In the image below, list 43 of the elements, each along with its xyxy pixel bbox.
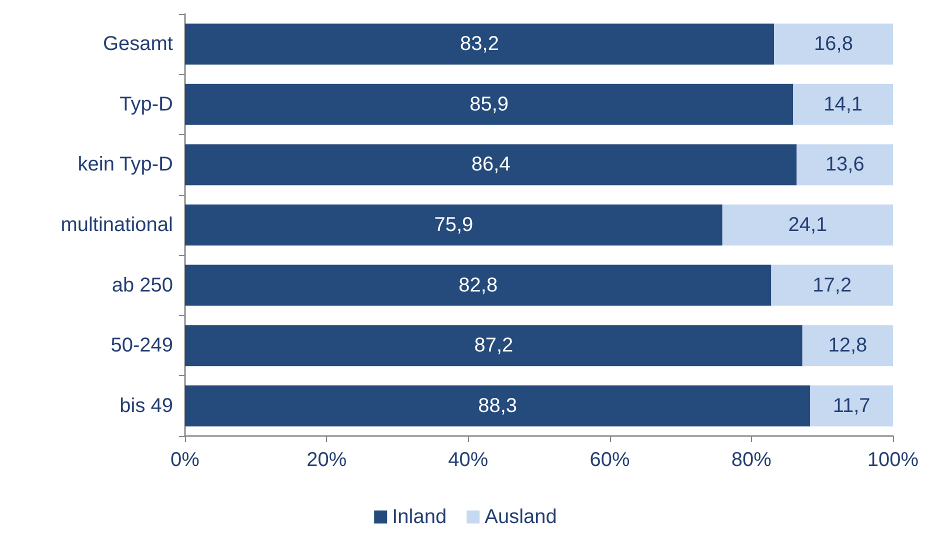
legend-label: Inland	[392, 506, 447, 528]
bar	[185, 144, 797, 186]
data-label: 17,2	[812, 274, 852, 296]
bar	[185, 204, 722, 246]
y-tick-label: 50-249	[110, 334, 173, 357]
y-tick-label: multinational	[60, 214, 173, 236]
data-label: 82,8	[458, 274, 498, 296]
legend-label: Ausland	[484, 506, 557, 528]
bar	[810, 385, 893, 426]
data-label: 12,8	[828, 334, 868, 357]
bar	[185, 24, 774, 65]
x-tick-label: 0%	[170, 449, 200, 471]
bar	[722, 204, 893, 246]
bar	[185, 264, 772, 306]
bar	[793, 84, 893, 125]
data-label: 85,9	[470, 93, 509, 116]
data-label: 83,2	[460, 33, 499, 56]
y-tick-label: ab 250	[112, 274, 173, 296]
bar	[802, 325, 893, 366]
bar	[796, 144, 893, 186]
y-tick-label: kein Typ-D	[78, 154, 173, 176]
data-label: 13,6	[825, 154, 864, 176]
data-label: 86,4	[471, 154, 510, 176]
data-label: 87,2	[474, 334, 514, 357]
bar	[185, 325, 802, 366]
x-tick-label: 20%	[306, 449, 347, 471]
y-tick-label: Gesamt	[102, 33, 174, 56]
x-tick-label: 100%	[867, 449, 919, 471]
data-label: 88,3	[478, 394, 518, 417]
y-tick-label: bis 49	[120, 394, 173, 417]
bar	[185, 84, 794, 125]
bar	[774, 24, 893, 65]
data-label: 11,7	[832, 394, 870, 417]
bar	[771, 264, 893, 306]
x-tick-label: 80%	[731, 449, 772, 471]
y-tick-label: Typ-D	[120, 93, 173, 116]
data-label: 16,8	[814, 33, 853, 56]
data-label: 14,1	[824, 93, 863, 116]
bar	[185, 385, 810, 426]
data-label: 24,1	[788, 214, 828, 236]
x-tick-label: 60%	[590, 449, 630, 471]
data-label: 75,9	[434, 214, 474, 236]
x-tick-label: 40%	[448, 449, 488, 471]
